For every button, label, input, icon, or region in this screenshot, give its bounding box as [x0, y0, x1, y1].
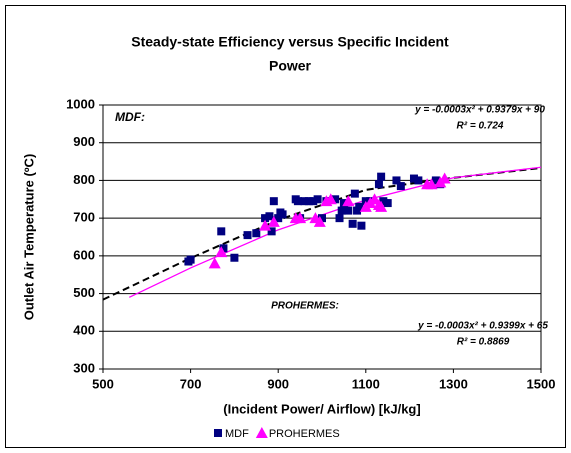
marker-triangle: [324, 193, 337, 205]
annotation: y = -0.0003x² + 0.9399x + 65: [417, 321, 548, 332]
marker-square: [304, 197, 313, 206]
marker-square: [377, 172, 386, 181]
marker-square: [392, 176, 401, 185]
y-tick-label: 600: [73, 247, 95, 262]
marker-square: [344, 206, 353, 215]
marker-triangle: [294, 212, 307, 224]
plot-frame: [102, 104, 542, 370]
x-tick-label: 700: [180, 376, 202, 391]
marker-triangle: [342, 195, 355, 207]
chart-border: [5, 5, 566, 448]
x-tick-label: 1300: [439, 376, 468, 391]
y-tick-label: 900: [73, 134, 95, 149]
marker-square: [355, 202, 364, 211]
y-tick-label: 800: [73, 172, 95, 187]
marker-square: [217, 227, 226, 236]
marker-square: [414, 176, 423, 185]
marker-square: [243, 231, 252, 240]
legend-label: PROHERMES: [269, 428, 340, 440]
marker-square: [261, 214, 270, 223]
marker-square: [265, 212, 274, 221]
marker-triangle: [425, 178, 438, 190]
annotation: R² = 0.8869: [457, 337, 510, 348]
marker-square: [335, 214, 344, 223]
marker-triangle: [215, 246, 228, 258]
y-tick-label: 400: [73, 323, 95, 338]
marker-square: [331, 195, 340, 204]
legend-label: MDF: [225, 428, 249, 440]
marker-triangle: [208, 257, 221, 269]
marker-square: [267, 227, 276, 236]
marker-square: [219, 244, 228, 253]
marker-square: [379, 197, 388, 206]
x-tick-label: 1500: [527, 376, 556, 391]
marker-square: [374, 180, 383, 189]
x-tick-label: 500: [92, 376, 114, 391]
marker-triangle: [267, 215, 280, 227]
marker-triangle: [375, 200, 388, 212]
marker-triangle: [255, 427, 268, 438]
chart-title-line2: Power: [269, 58, 312, 74]
marker-square: [309, 197, 318, 206]
annotation: PROHERMES:: [271, 301, 339, 312]
y-axis-title: Outlet Air Temperature (ºC): [21, 154, 36, 321]
chart-title-line1: Steady-state Efficiency versus Specific …: [131, 34, 449, 50]
marker-square: [396, 182, 405, 191]
y-tick-label: 500: [73, 285, 95, 300]
x-tick-label: 1100: [352, 376, 380, 391]
annotation: MDF:: [115, 110, 145, 124]
marker-square: [383, 199, 392, 208]
marker-square: [269, 197, 278, 206]
marker-square: [318, 214, 326, 223]
marker-square: [293, 197, 302, 206]
marker-triangle: [438, 172, 451, 184]
marker-square: [313, 195, 322, 204]
marker-square: [274, 214, 283, 223]
marker-triangle: [313, 215, 326, 227]
marker-square: [278, 210, 287, 219]
x-axis-title: (Incident Power/ Airflow) [kJ/kg]: [223, 401, 420, 416]
marker-square: [214, 429, 222, 437]
y-tick-label: 1000: [66, 96, 95, 111]
marker-square: [357, 221, 366, 230]
marker-triangle: [259, 219, 272, 231]
marker-square: [348, 219, 357, 228]
annotation: R² = 0.724: [457, 121, 504, 132]
marker-square: [252, 229, 261, 238]
marker-square: [431, 176, 440, 185]
marker-square: [230, 253, 239, 262]
y-tick-label: 700: [73, 210, 95, 225]
x-tick-label: 900: [267, 376, 289, 391]
marker-square: [339, 199, 348, 208]
marker-square: [186, 255, 195, 264]
marker-square: [300, 197, 309, 206]
annotation: y = -0.0003x² + 0.9379x + 90: [414, 105, 545, 116]
marker-square: [409, 174, 418, 183]
y-tick-label: 300: [73, 360, 95, 375]
marker-square: [350, 189, 359, 198]
marker-square: [337, 206, 346, 215]
